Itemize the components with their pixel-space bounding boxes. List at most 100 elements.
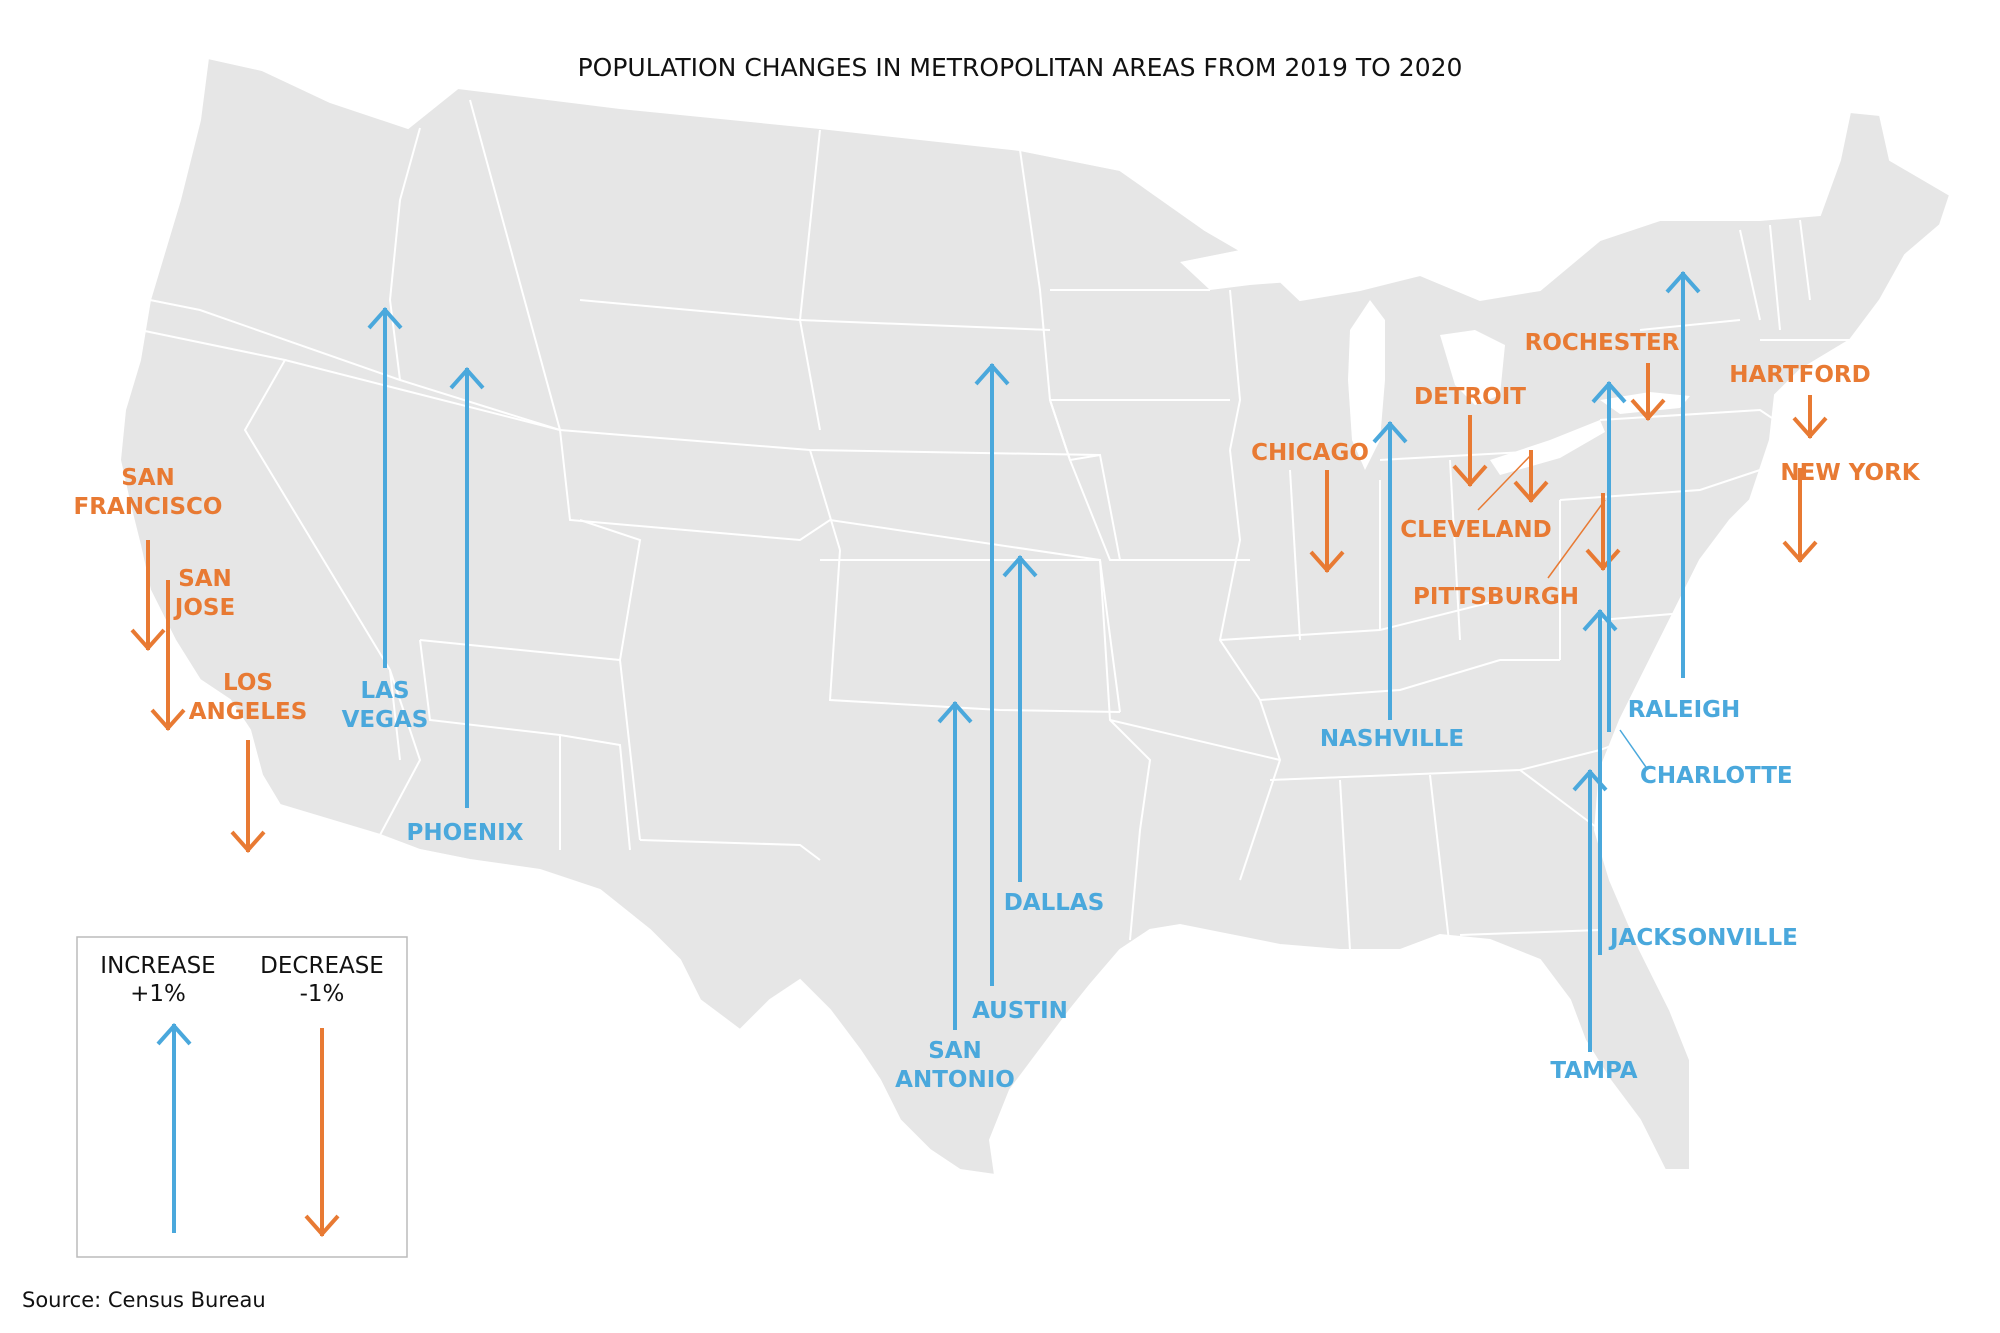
decrease-arrow-chicago [1309,470,1345,574]
legend: INCREASE +1% DECREASE -1% [76,936,408,1258]
decrease-arrow-san-jose [150,580,186,732]
city-label-new-york: NEW YORK [1780,460,1920,486]
city-label-line: PITTSBURGH [1413,584,1579,610]
city-label-line: TAMPA [1550,1058,1637,1084]
city-label-line: DALLAS [1004,890,1105,916]
lake-erie [1490,420,1605,475]
city-label-line: CLEVELAND [1400,517,1552,543]
city-label-line: LAS [360,678,409,704]
city-label-line: RALEIGH [1628,697,1741,723]
increase-arrow-charlotte [1591,380,1627,732]
legend-increase-arrow [156,1022,192,1233]
city-label-raleigh: RALEIGH [1628,697,1741,723]
city-label-dallas: DALLAS [1004,890,1105,916]
city-label-san-jose: SAN JOSE [173,566,235,621]
map-title: POPULATION CHANGES IN METROPOLITAN AREAS… [578,53,1463,82]
decrease-arrow-pittsburgh [1585,493,1621,572]
city-charlotte: CHARLOTTE [1591,380,1793,789]
city-label-line: ROCHESTER [1525,330,1680,356]
increase-arrow-san-antonio [937,700,973,1030]
city-pittsburgh: PITTSBURGH [1413,493,1621,610]
us-landmass [118,56,1952,1177]
city-label-cleveland: CLEVELAND [1400,517,1552,543]
city-label-los-angeles: LOS ANGELES [189,670,308,725]
city-label-nashville: NASHVILLE [1320,726,1464,752]
city-rochester: ROCHESTER [1525,330,1680,422]
legend-increase-value: +1% [130,981,186,1007]
legend-decrease-arrow [304,1028,340,1238]
city-detroit: DETROIT [1414,384,1526,488]
leader-line-cleveland [1477,454,1532,511]
city-label-chicago: CHICAGO [1251,440,1369,466]
city-cleveland: CLEVELAND [1400,450,1552,543]
city-label-hartford: HARTFORD [1729,362,1870,388]
us-map [118,56,1952,1177]
city-label-line: JACKSONVILLE [1608,925,1798,951]
city-raleigh: RALEIGH [1628,270,1741,723]
city-label-san-francisco: SAN FRANCISCO [74,465,223,520]
city-los-angeles: LOS ANGELES [189,670,308,854]
city-new-york: NEW YORK [1780,460,1921,564]
decrease-arrow-detroit [1452,415,1488,488]
city-label-detroit: DETROIT [1414,384,1526,410]
city-label-line: CHARLOTTE [1640,763,1793,789]
leader-line-pittsburgh [1547,499,1606,579]
legend-box [76,936,408,1258]
increase-arrow-nashville [1372,420,1408,720]
lake-huron [1440,330,1505,405]
legend-decrease-label: DECREASE [260,953,384,979]
city-label-line: PHOENIX [407,820,524,846]
city-dallas: DALLAS [1002,554,1105,916]
city-tampa: TAMPA [1550,768,1638,1084]
increase-arrow-austin [974,362,1010,986]
city-label-line: JOSE [173,595,235,621]
decrease-arrow-rochester [1630,363,1666,422]
decrease-arrow-hartford [1792,395,1828,440]
city-austin: AUSTIN [972,362,1068,1024]
increase-arrow-raleigh [1665,270,1701,678]
city-label-pittsburgh: PITTSBURGH [1413,584,1579,610]
city-label-jacksonville: JACKSONVILLE [1608,925,1798,951]
increase-arrow-dallas [1002,554,1038,882]
city-label-line: ANTONIO [895,1067,1015,1093]
decrease-arrow-san-francisco [130,540,166,652]
source-note: Source: Census Bureau [22,1288,266,1312]
city-label-charlotte: CHARLOTTE [1640,763,1793,789]
city-label-line: NASHVILLE [1320,726,1464,752]
city-label-las-vegas: LAS VEGAS [342,678,429,733]
city-chicago: CHICAGO [1251,440,1369,574]
city-label-rochester: ROCHESTER [1525,330,1680,356]
decrease-arrow-los-angeles [230,740,266,854]
lake-superior [1180,250,1330,290]
city-label-phoenix: PHOENIX [407,820,524,846]
city-label-line: LOS [223,670,273,696]
city-label-line: DETROIT [1414,384,1526,410]
city-label-tampa: TAMPA [1550,1058,1637,1084]
legend-increase-label: INCREASE [100,953,215,979]
city-label-line: SAN [178,566,232,592]
city-phoenix: PHOENIX [407,366,524,846]
city-label-line: HARTFORD [1729,362,1870,388]
city-san-francisco: SAN FRANCISCO [74,465,223,652]
city-label-line: CHICAGO [1251,440,1369,466]
city-san-antonio: SAN ANTONIO [895,700,1015,1093]
city-nashville: NASHVILLE [1320,420,1464,752]
decrease-arrow-cleveland [1513,450,1549,504]
increase-arrow-phoenix [449,366,485,808]
city-label-line: SAN [928,1038,982,1064]
city-label-line: VEGAS [342,707,429,733]
city-label-line: NEW YORK [1780,460,1920,486]
legend-decrease-value: -1% [300,981,345,1007]
city-jacksonville: JACKSONVILLE [1582,608,1798,955]
lake-michigan [1348,300,1385,470]
city-san-jose: SAN JOSE [150,566,235,732]
leader-line-charlotte [1619,729,1649,771]
city-las-vegas: LAS VEGAS [342,306,429,733]
decrease-arrow-new-york [1782,468,1818,564]
city-label-line: SAN [121,465,175,491]
city-label-line: AUSTIN [972,998,1068,1024]
city-markers: SAN FRANCISCO SAN JOSE LOS ANGELES LAS VEGAS PHO… [74,270,1921,1093]
state-borders [139,99,1850,951]
city-label-san-antonio: SAN ANTONIO [895,1038,1015,1093]
